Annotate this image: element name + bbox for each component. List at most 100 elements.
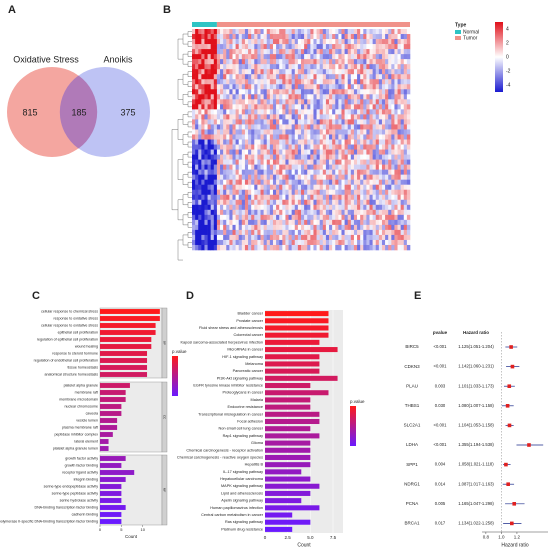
heatmap-cell [381,114,386,120]
heatmap-cell [347,59,352,65]
heatmap-cell [198,184,202,191]
heatmap-cell [291,119,296,125]
heatmap-cell [347,244,352,251]
heatmap-cell [322,219,327,226]
heatmap-cell [244,54,249,60]
heatmap-cell [216,229,221,236]
hr-label: 1.080(1.007-1.158) [458,403,494,408]
hr-label: 1.134(1.022-1.258) [458,521,494,526]
category-label: Fluid shear stress and atherosclerosis [199,326,263,330]
heatmap-cell [369,209,373,216]
heatmap-cell [282,194,286,201]
heatmap-cell [347,134,352,140]
heatmap-cell [319,239,324,246]
heatmap-cell [248,104,252,110]
heatmap-cell [350,234,355,241]
heatmap-cell [235,154,240,160]
heatmap-cell [207,64,211,70]
heatmap-cell [207,74,211,80]
category-label: membrane microdomain [59,397,98,401]
heatmap-cell [210,119,215,125]
heatmap-cell [220,154,224,160]
heatmap-cell [248,204,252,211]
heatmap-cell [329,39,333,45]
heatmap-cell [232,244,236,251]
heatmap-cell [260,119,264,125]
heatmap-cell [241,149,246,155]
heatmap-cell [213,114,218,120]
heatmap-cell [385,154,389,160]
heatmap-cell [403,109,408,115]
heatmap-cell [207,214,211,221]
gene-label: BRCA1 [404,521,420,526]
heatmap-cell [263,64,268,70]
heatmap-cell [366,194,370,201]
heatmap-cell [357,154,361,160]
heatmap-cell [269,79,274,85]
heatmap-cell [397,149,401,155]
heatmap-cell [288,144,292,150]
heatmap-cell [235,54,240,60]
heatmap-cell [304,34,308,40]
heatmap-cell [195,39,199,45]
heatmap-cell [372,114,377,120]
heatmap-cell [226,144,230,150]
heatmap-cell [344,104,349,110]
heatmap-cell [341,189,345,196]
heatmap-cell [381,124,386,130]
heatmap-cell [279,124,283,130]
heatmap-cell [301,234,305,241]
heatmap-cell [360,199,364,206]
heatmap-cell [204,209,208,216]
heatmap-cell [307,89,311,95]
heatmap-cell [207,244,211,251]
heatmap-cell [375,99,380,105]
heatmap-cell [394,159,398,165]
heatmap-cell [241,189,246,196]
heatmap-cell [201,124,205,130]
heatmap-cell [363,124,367,130]
heatmap-cell [238,149,243,155]
heatmap-cell [406,34,411,40]
heatmap-cell [207,54,211,60]
heatmap-cell [223,194,227,201]
heatmap-cell [216,69,221,75]
heatmap-cell [204,114,208,120]
heatmap-cell [260,99,264,105]
heatmap-cell [335,229,339,236]
heatmap-cell [235,79,240,85]
heatmap-cell [335,144,339,150]
heatmap-cell [276,244,280,251]
heatmap-cell [366,49,370,55]
heatmap-cell [257,129,261,135]
heatmap-cell [360,109,364,115]
heatmap-cell [319,199,324,206]
heatmap-cell [397,114,401,120]
heatmap-cell [313,239,317,246]
heatmap-cell [325,164,330,170]
heatmap-cell [397,174,401,180]
heatmap-cell [357,99,361,105]
heatmap-cell [251,29,255,35]
heatmap-cell [282,239,286,246]
heatmap-cell [319,49,324,55]
heatmap-cell [304,209,308,216]
heatmap-cell [344,59,349,65]
heatmap-cell [316,99,320,105]
heatmap-cell [269,54,274,60]
heatmap-cell [319,29,324,35]
heatmap-cell [257,149,261,155]
heatmap-cell [195,184,199,191]
heatmap-cell [201,239,205,246]
strip-label: MF [163,488,167,492]
heatmap-cell [353,129,358,135]
heatmap-cell [363,174,367,180]
heatmap-cell [344,239,349,246]
heatmap-cell [272,184,277,191]
category-label: serine-type endopeptidase activity [44,484,99,488]
heatmap-cell [301,89,305,95]
heatmap-cell [313,184,317,191]
heatmap-cell [297,204,302,211]
heatmap-cell [304,199,308,206]
heatmap-cell [319,89,324,95]
